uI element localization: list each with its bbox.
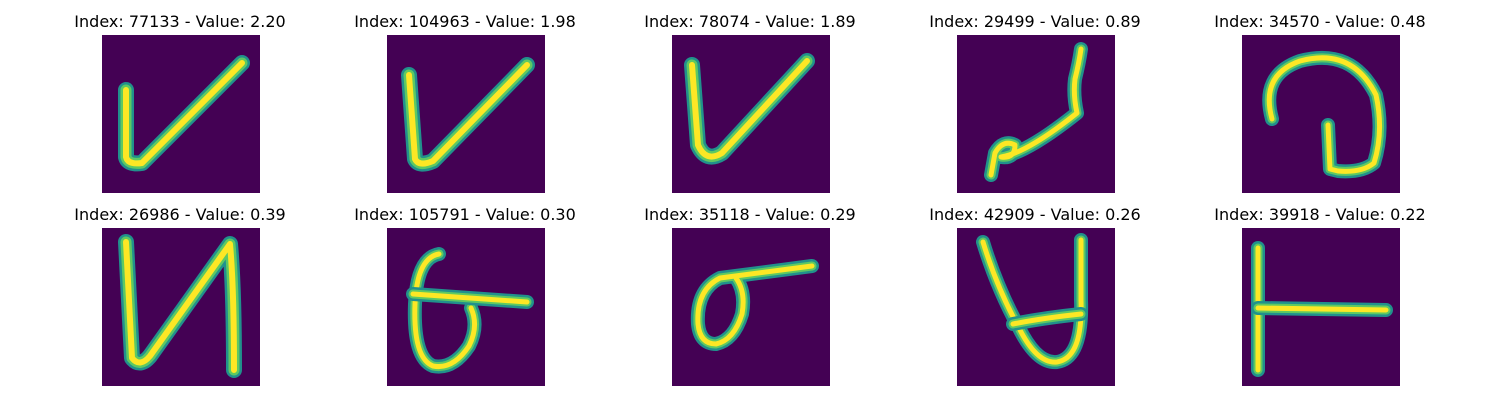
glyph-image-5 <box>1242 35 1400 193</box>
panel-4-title: Index: 29499 - Value: 0.89 <box>929 12 1141 31</box>
panel-3: Index: 78074 - Value: 1.89 <box>635 12 865 202</box>
panel-5-title: Index: 34570 - Value: 0.48 <box>1214 12 1426 31</box>
panel-6: Index: 26986 - Value: 0.39 <box>65 205 295 395</box>
panel-10-title: Index: 39918 - Value: 0.22 <box>1214 205 1426 224</box>
panel-3-title: Index: 78074 - Value: 1.89 <box>644 12 856 31</box>
panel-8: Index: 35118 - Value: 0.29 <box>635 205 865 395</box>
glyph-image-6 <box>102 228 260 386</box>
panel-2-title: Index: 104963 - Value: 1.98 <box>354 12 576 31</box>
glyph-image-3 <box>672 35 830 193</box>
glyph-image-1 <box>102 35 260 193</box>
glyph-image-9 <box>957 228 1115 386</box>
panel-7: Index: 105791 - Value: 0.30 <box>350 205 580 395</box>
panel-10: Index: 39918 - Value: 0.22 <box>1205 205 1435 395</box>
panel-9: Index: 42909 - Value: 0.26 <box>920 205 1150 395</box>
panel-7-title: Index: 105791 - Value: 0.30 <box>354 205 576 224</box>
panel-4: Index: 29499 - Value: 0.89 <box>920 12 1150 202</box>
panel-1: Index: 77133 - Value: 2.20 <box>65 12 295 202</box>
panel-8-title: Index: 35118 - Value: 0.29 <box>644 205 856 224</box>
glyph-image-4 <box>957 35 1115 193</box>
panel-2: Index: 104963 - Value: 1.98 <box>350 12 580 202</box>
glyph-image-10 <box>1242 228 1400 386</box>
panel-1-title: Index: 77133 - Value: 2.20 <box>74 12 286 31</box>
panel-5: Index: 34570 - Value: 0.48 <box>1205 12 1435 202</box>
glyph-image-2 <box>387 35 545 193</box>
glyph-image-7 <box>387 228 545 386</box>
panel-6-title: Index: 26986 - Value: 0.39 <box>74 205 286 224</box>
panel-9-title: Index: 42909 - Value: 0.26 <box>929 205 1141 224</box>
glyph-image-8 <box>672 228 830 386</box>
